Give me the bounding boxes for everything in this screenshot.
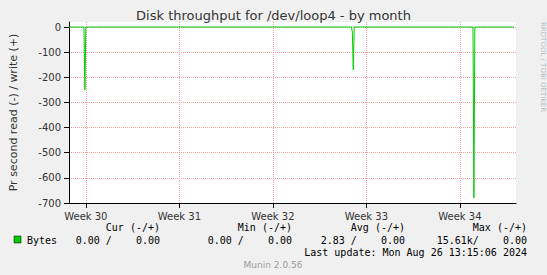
svg-text:Week 32: Week 32 — [251, 211, 294, 222]
svg-text:0.00 / 0.00: 0.00 / 0.00 — [208, 235, 292, 246]
svg-text:-700: -700 — [38, 198, 61, 209]
svg-text:Max (-/+): Max (-/+) — [473, 222, 527, 233]
svg-text:0: 0 — [55, 22, 61, 33]
svg-text:Bytes: Bytes — [27, 235, 57, 246]
svg-text:Last update: Mon Aug 26 13:15:: Last update: Mon Aug 26 13:15:06 2024 — [304, 247, 527, 258]
svg-text:Disk throughput for /dev/loop4: Disk throughput for /dev/loop4 - by mont… — [136, 8, 411, 23]
svg-text:Week 31: Week 31 — [158, 211, 201, 222]
svg-text:-500: -500 — [38, 147, 61, 158]
svg-text:RRDTOOL / TOBI OETIKER: RRDTOOL / TOBI OETIKER — [539, 22, 547, 112]
svg-text:-200: -200 — [38, 72, 61, 83]
svg-text:Avg (-/+): Avg (-/+) — [351, 222, 405, 233]
svg-text:Min (-/+): Min (-/+) — [238, 222, 292, 233]
svg-text:Munin 2.0.56: Munin 2.0.56 — [244, 260, 303, 270]
svg-text:Pr second read (-) / write (+): Pr second read (-) / write (+) — [7, 34, 20, 192]
svg-text:-600: -600 — [38, 172, 61, 183]
svg-text:Week 30: Week 30 — [64, 211, 107, 222]
svg-text:2.83 / 0.00: 2.83 / 0.00 — [321, 235, 405, 246]
svg-text:0.00 / 0.00: 0.00 / 0.00 — [76, 235, 160, 246]
svg-text:Cur (-/+): Cur (-/+) — [106, 222, 160, 233]
svg-text:Week 34: Week 34 — [438, 211, 481, 222]
svg-text:-300: -300 — [38, 97, 61, 108]
svg-text:Week 33: Week 33 — [345, 211, 388, 222]
svg-text:-400: -400 — [38, 122, 61, 133]
svg-text:-100: -100 — [38, 47, 61, 58]
svg-text:15.61k/ 0.00: 15.61k/ 0.00 — [437, 235, 527, 246]
